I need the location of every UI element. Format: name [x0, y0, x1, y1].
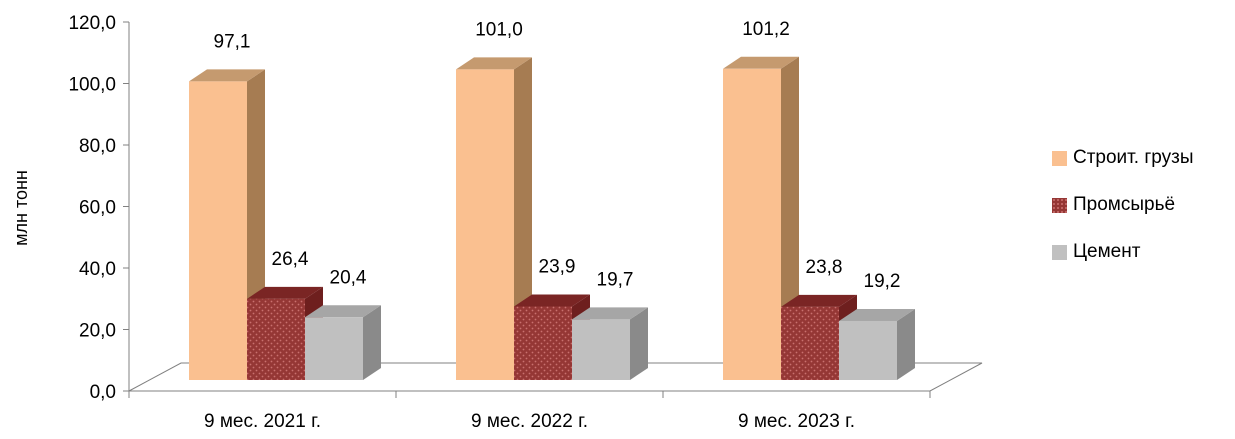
y-tick-label: 60,0 [79, 198, 116, 219]
bar-front [247, 298, 305, 380]
bar [305, 305, 381, 380]
bar-top [781, 294, 857, 307]
x-axis: 9 мес. 2021 г. 9 мес. 2022 г. 9 мес. 2023 … [128, 391, 931, 432]
bar-top [572, 307, 648, 320]
bar-top [456, 57, 532, 70]
y-axis-label: млн тонн [11, 170, 31, 246]
y-tick-label: 100,0 [68, 75, 116, 96]
legend-label: Промсырьё [1073, 194, 1176, 215]
y-tick-label: 120,0 [68, 13, 116, 34]
bar-front [189, 81, 247, 380]
legend-item-promsyre: Промсырьё [1052, 193, 1193, 217]
data-labels: 97,1 26,4 20,4 101,0 23,9 19,7 101,2 23,8 19,2 [214, 19, 901, 292]
data-label: 97,1 [214, 31, 251, 52]
data-label: 20,4 [330, 267, 367, 288]
x-tick-label: 9 мес. 2021 г. [204, 411, 321, 432]
y-tick-label: 80,0 [79, 136, 116, 157]
data-label: 23,8 [806, 257, 843, 278]
bar-top [305, 305, 381, 318]
legend: Строит. грузы Промсырьё Цемент [1052, 146, 1193, 287]
legend-item-stroit-gruzy: Строит. грузы [1052, 146, 1193, 170]
x-tick-label: 9 мес. 2023 г. [738, 411, 855, 432]
bar-front [723, 68, 781, 380]
data-label: 19,2 [864, 271, 901, 292]
bar-top [189, 69, 265, 82]
bar-front [839, 320, 897, 380]
x-tick-label: 9 мес. 2022 г. [471, 411, 588, 432]
bar-front [514, 306, 572, 380]
data-label: 101,0 [475, 19, 523, 40]
y-axis: 0,0 20,0 40,0 60,0 80,0 100,0 120,0 [68, 13, 130, 403]
bar-side [630, 307, 648, 380]
y-tick-label: 0,0 [90, 382, 116, 403]
data-label: 19,7 [597, 269, 634, 290]
legend-item-cement: Цемент [1052, 240, 1193, 264]
y-tick-label: 40,0 [79, 259, 116, 280]
bar-front [456, 69, 514, 381]
bar-top [723, 56, 799, 69]
bar-side [897, 308, 915, 380]
data-label: 26,4 [272, 249, 309, 270]
bar-front [305, 317, 363, 380]
y-tick-label: 20,0 [79, 321, 116, 342]
data-label: 101,2 [742, 19, 790, 40]
legend-swatch [1052, 150, 1067, 166]
legend-swatch [1052, 244, 1067, 260]
data-label: 23,9 [539, 257, 576, 278]
bar-top [514, 294, 590, 307]
legend-label: Цемент [1073, 241, 1141, 262]
bar [572, 307, 648, 380]
bars [189, 56, 915, 381]
legend-label: Строит. грузы [1073, 147, 1194, 168]
bar-front [572, 319, 630, 380]
bar-top [839, 308, 915, 321]
bar-front [781, 306, 839, 380]
bar-side [363, 305, 381, 380]
bar [839, 308, 915, 380]
legend-swatch [1052, 197, 1067, 213]
bar-top [247, 286, 323, 299]
